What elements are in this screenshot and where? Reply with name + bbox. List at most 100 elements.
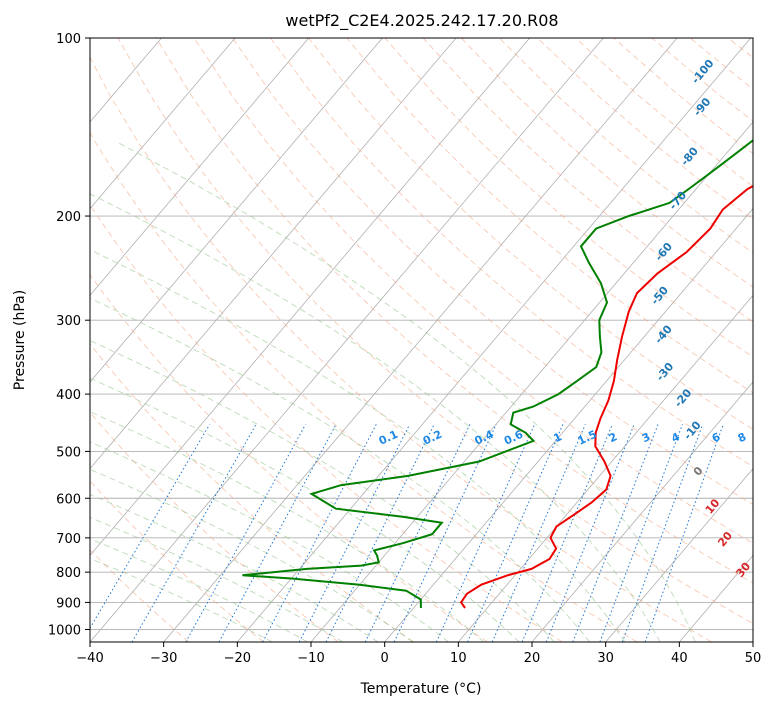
x-tick-label: −30 [150,651,177,666]
dry-adiabat-line [460,38,753,288]
dry-adiabat-line [90,56,712,642]
isotherm-line [531,381,753,642]
x-tick-label: 20 [524,651,541,666]
adiabat-label: -30 [654,360,677,384]
mixing-ratio-line [435,424,536,642]
dry-adiabat-line [117,38,753,625]
adiabat-label: -90 [691,95,714,119]
mixing-ratio-line [185,424,306,642]
y-tick-label: 900 [56,596,81,611]
plot-frame [89,37,754,643]
isotherm-line [679,554,753,642]
dry-adiabat-line [90,549,190,642]
dry-adiabat-line [90,274,488,642]
mixing-ratio-label: 4 [669,430,682,445]
isotherm-line [752,641,753,642]
dry-adiabat-line [90,343,414,642]
y-tick-label: 300 [56,314,81,329]
mixing-ratio-line [262,424,377,642]
adiabat-label: 30 [733,560,753,580]
mixing-ratio-line [298,424,411,642]
adiabat-label: -40 [652,322,675,346]
mixing-ratio-line [218,424,337,642]
isotherm-line [90,38,457,470]
adiabat-label: -80 [678,144,701,168]
x-axis: −40 −30 −20 −10 0 10 20 30 40 50 [76,642,761,666]
mixing-ratio-line [364,424,471,642]
isotherm-line [90,38,236,210]
y-tick-label: 700 [56,532,81,547]
y-tick-label: 1000 [48,623,81,638]
isotherm-line [605,468,753,642]
mixing-ratio-line [621,424,704,642]
dry-adiabat-line [90,203,563,642]
x-tick-label: 0 [381,651,389,666]
dry-adiabat-line [651,38,753,122]
x-tick-label: −10 [297,651,324,666]
moist-adiabat-line [90,516,344,642]
y-tick-label: 500 [56,445,81,460]
adiabat-label: -100 [689,57,717,87]
y-tick-label: 100 [56,32,81,47]
adiabat-label: -10 [681,418,704,442]
x-axis-label: Temperature (°C) [360,681,482,697]
isotherm-line [310,121,753,642]
moist-adiabat-line [90,538,308,642]
mixing-ratio-line [599,424,683,642]
mixing-ratio-label: 0.4 [473,428,496,448]
moist-adiabat-line [90,468,414,642]
dry-adiabat-line [270,38,753,468]
dry-adiabat-line [422,38,753,323]
mixing-ratio-line [491,424,586,642]
x-tick-label: 10 [450,651,467,666]
mixing-ratio-line [545,424,635,642]
y-axis-label: Pressure (hPa) [12,290,28,390]
y-tick-label: 800 [56,566,81,581]
mixing-ratio-label: 10 [754,428,774,446]
chart-title: wetPf2_C2E4.2025.242.17.20.R08 [285,11,558,31]
mixing-ratio-label: 6 [710,430,723,445]
isotherm-line [90,38,310,296]
adiabat-label: -50 [648,284,671,308]
dry-adiabat-line [90,411,339,642]
adiabat-label: 40 [751,587,771,607]
dry-adiabat-line [766,38,775,642]
x-tick-label: 30 [597,651,614,666]
adiabat-label: -60 [652,240,675,264]
isotherm-line [90,38,383,383]
dewpoint-line [242,139,753,609]
adiabat-label: 20 [715,529,735,549]
mixing-ratio-line [521,424,613,642]
mixing-ratio-label: 0.2 [421,428,444,448]
mixing-ratio-label: 3 [640,430,652,445]
moist-adiabat-line [117,141,696,642]
isotherm-line [237,38,752,642]
mixing-ratio-label: 8 [736,430,748,445]
mixing-ratio-line [572,424,659,642]
plot-area: -100-90-80-70-60-50-40-30-20-10010203040… [90,38,775,642]
dry-adiabat-line [90,480,264,642]
background-lines [90,38,775,642]
isotherm-line [458,294,753,642]
moist-adiabat-line [90,340,555,642]
moist-adiabat-line [90,494,379,642]
y-tick-label: 600 [56,492,81,507]
mixing-ratio-label: 0.1 [377,428,400,448]
x-tick-label: −20 [224,651,251,666]
moist-adiabat-line [90,249,626,642]
dry-adiabat-line [155,38,753,584]
dry-adiabat-line [232,38,753,506]
y-tick-label: 400 [56,388,81,403]
dry-adiabat-line [346,38,753,394]
dry-adiabat-line [308,38,753,430]
x-tick-label: 50 [745,651,762,666]
y-tick-label: 200 [56,210,81,225]
y-axis: 100 200 300 400 500 600 700 800 900 1000 [48,32,90,638]
moist-adiabat-line [90,377,520,642]
series-group [242,139,753,609]
dry-adiabat-line [90,131,638,642]
moist-adiabat-line [90,411,485,642]
dry-adiabat-line [727,38,753,59]
isotherm-line [384,208,753,642]
